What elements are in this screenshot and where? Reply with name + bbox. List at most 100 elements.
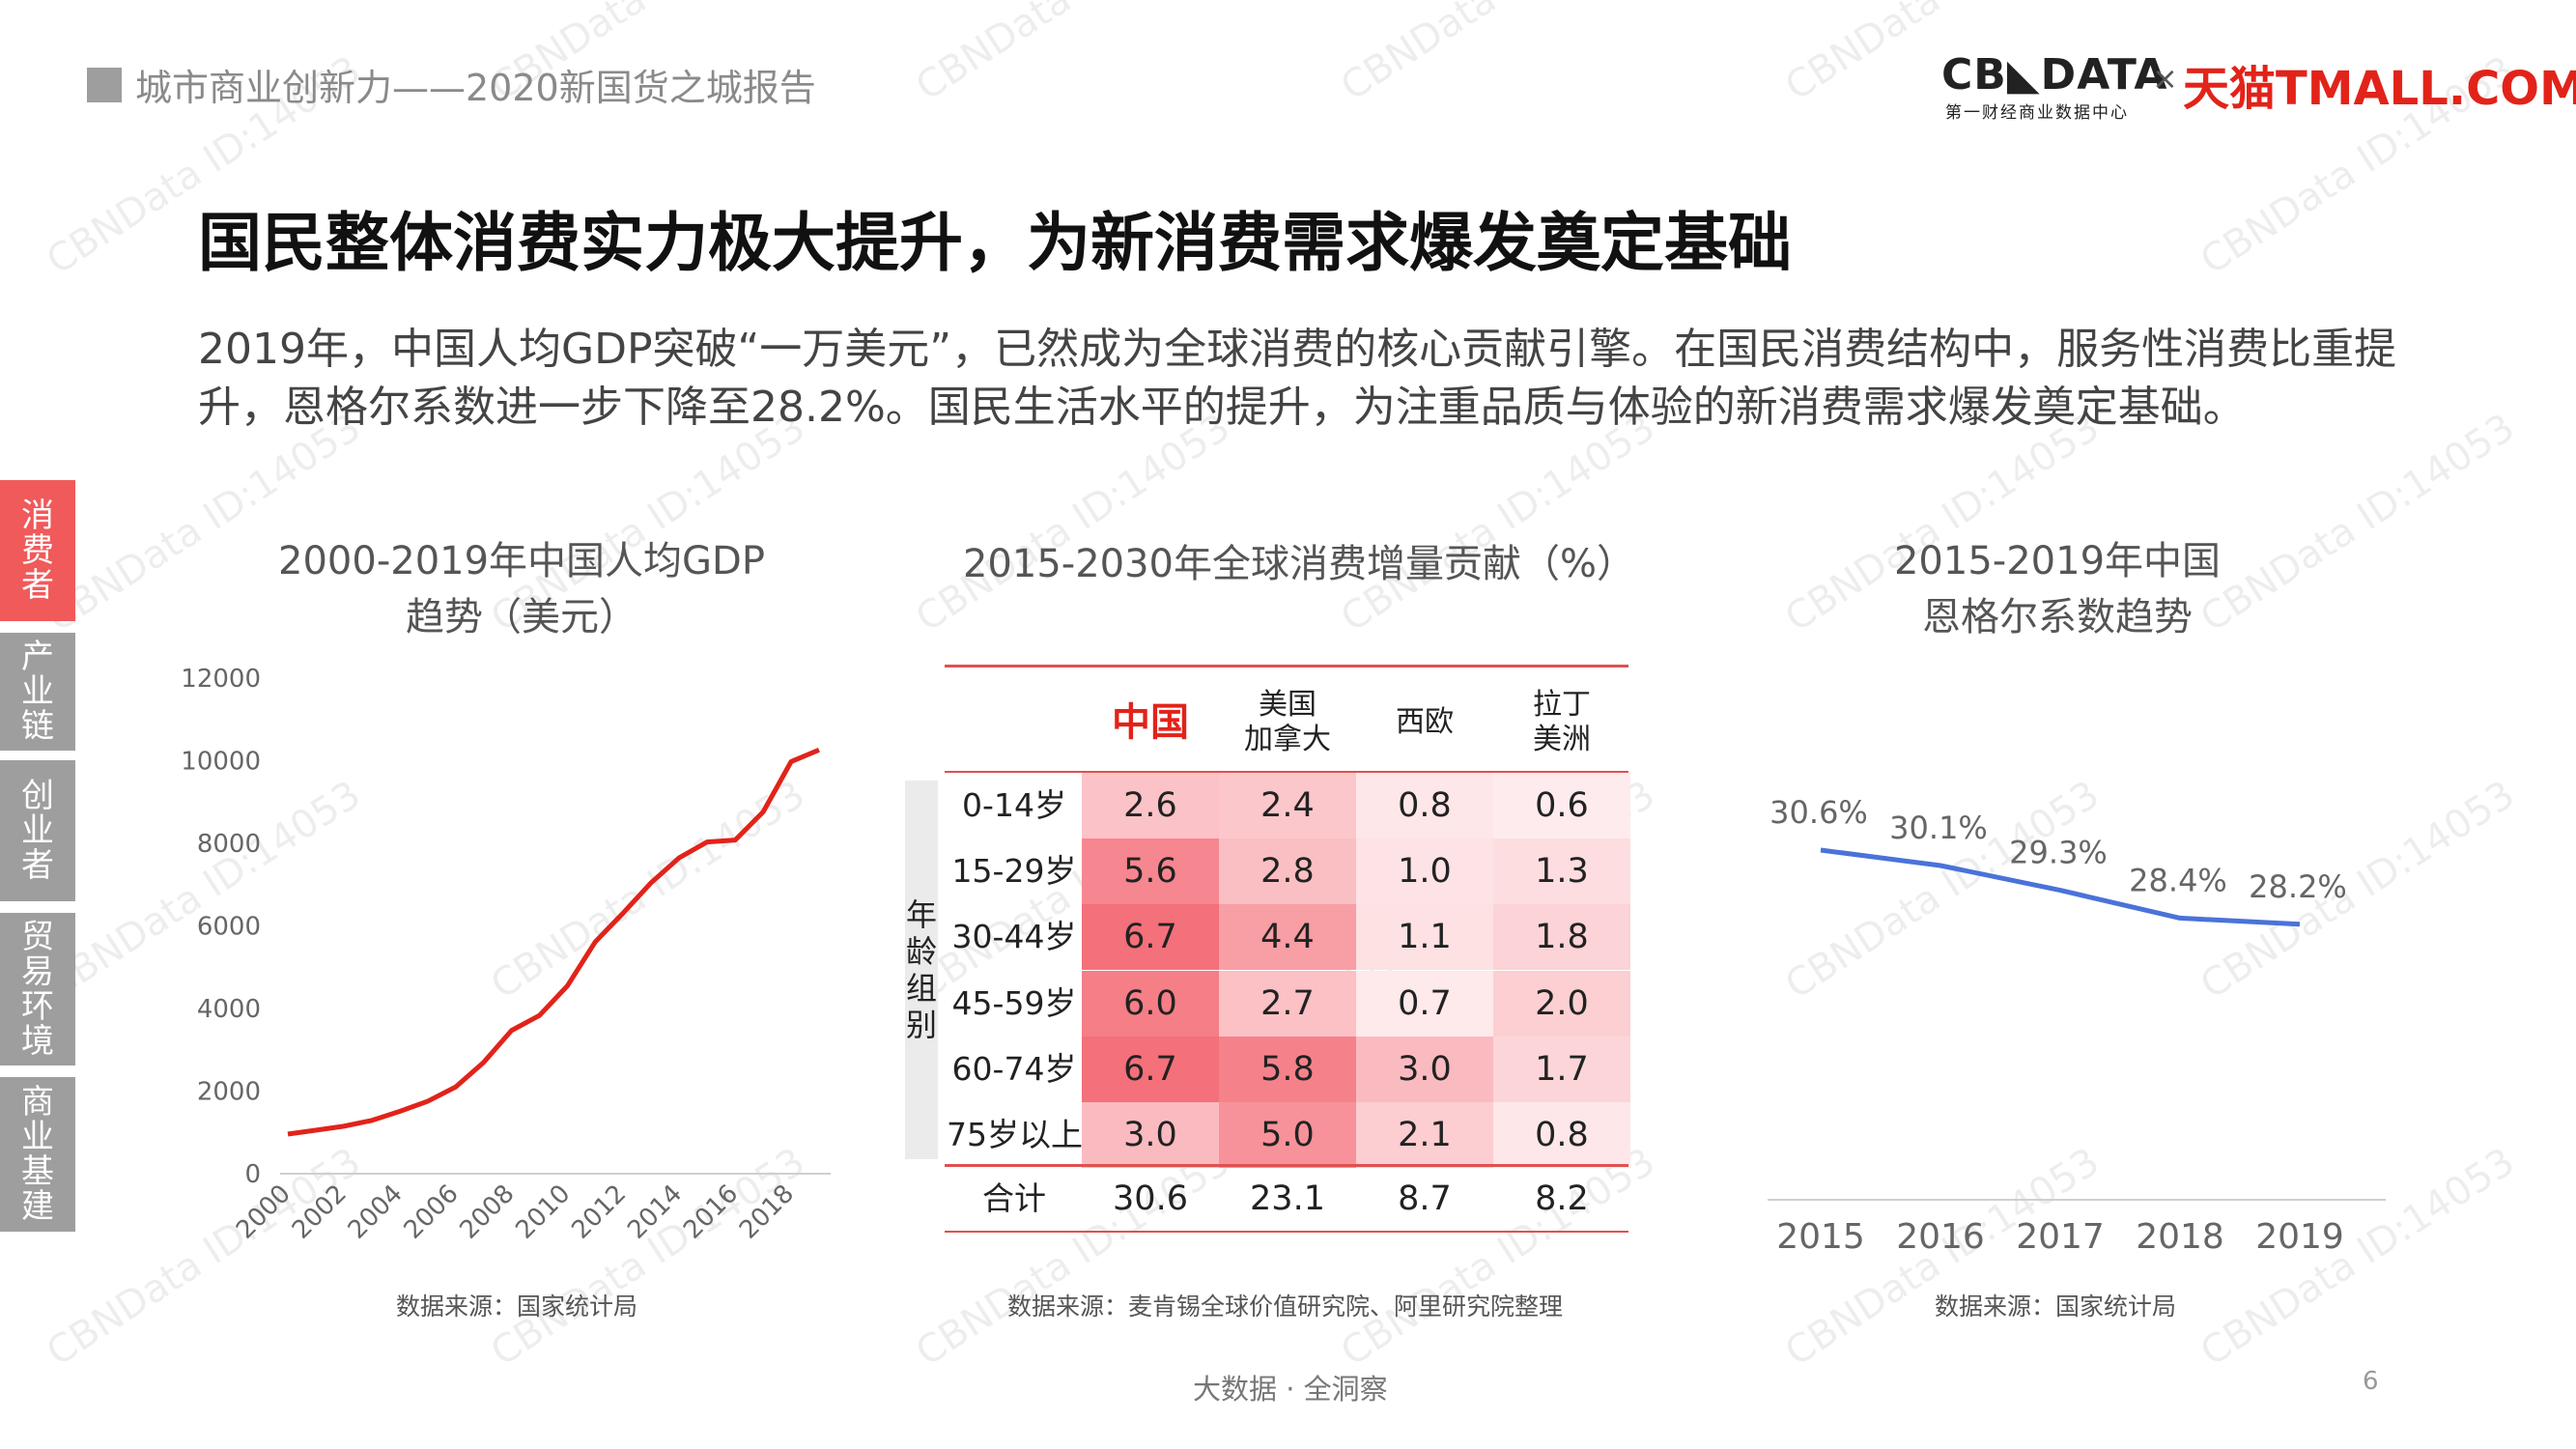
side-nav-char: 建 bbox=[21, 1187, 54, 1226]
engel-x-tick-label: 2016 bbox=[1896, 1217, 1985, 1257]
side-nav-char: 创 bbox=[21, 777, 54, 815]
engel-line-chart: 2015 2016 2017 2018 2019 30.6% 30.1% 29.3% 28.4%… bbox=[1768, 794, 2386, 1257]
column-header-western-europe: 西欧 bbox=[1396, 704, 1454, 739]
table-cell: 1.8 bbox=[1493, 904, 1630, 971]
table-cell: 0.6 bbox=[1493, 773, 1630, 838]
table-bottom-rule bbox=[945, 1231, 1628, 1233]
engel-data-label: 29.3% bbox=[2009, 835, 2108, 871]
table-cell: 2.6 bbox=[1082, 773, 1219, 838]
engel-data-label: 30.1% bbox=[1889, 810, 1988, 846]
gdp-y-tick-label: 4000 bbox=[197, 995, 261, 1024]
table-cell: 1.7 bbox=[1493, 1036, 1630, 1102]
total-cell: 8.2 bbox=[1535, 1179, 1589, 1218]
side-nav-char: 易 bbox=[21, 952, 54, 991]
engel-x-tick-label: 2018 bbox=[2136, 1217, 2224, 1257]
watermark-text: CBNData ID:14053 bbox=[1333, 406, 1662, 641]
table-cell: 3.0 bbox=[1082, 1102, 1219, 1168]
logo-separator: × bbox=[2152, 60, 2178, 97]
brand-logos: CB◣DATA 第一财经商业数据中心 × 天猫TMALL.COM bbox=[1941, 50, 2576, 128]
table-top-rule bbox=[945, 665, 1628, 668]
side-nav-char: 者 bbox=[21, 846, 54, 885]
column-header-line: 拉丁 bbox=[1533, 687, 1591, 722]
engel-chart-title-line2: 恩格尔系数趋势 bbox=[1922, 595, 2193, 639]
side-nav-entrepreneurs[interactable]: 创业者 bbox=[0, 760, 75, 901]
gdp-x-tick-label: 2004 bbox=[343, 1179, 409, 1245]
gdp-y-tick-label: 6000 bbox=[197, 913, 261, 942]
watermark-text: CBNData ID:14053 bbox=[908, 0, 1237, 109]
side-nav-char: 者 bbox=[21, 566, 54, 605]
table-cell: 0.7 bbox=[1356, 970, 1493, 1037]
column-header-china: 中国 bbox=[1112, 699, 1189, 745]
watermark-text: CBNData ID:14053 bbox=[1333, 0, 1662, 109]
gdp-x-tick-label: 2000 bbox=[231, 1179, 297, 1245]
table-cell: 2.4 bbox=[1219, 773, 1356, 838]
side-nav-char: 链 bbox=[21, 707, 54, 746]
age-group-label-char: 龄 bbox=[905, 933, 937, 970]
table-cell: 5.6 bbox=[1082, 838, 1219, 905]
total-row-label: 合计 bbox=[982, 1179, 1046, 1217]
table-cell: 2.8 bbox=[1219, 838, 1356, 905]
age-group-label-char: 别 bbox=[905, 1007, 937, 1043]
engel-chart-source: 数据来源：国家统计局 bbox=[1935, 1293, 2177, 1321]
side-nav-char: 业 bbox=[21, 811, 54, 850]
age-group-label: 年龄组别 bbox=[905, 781, 938, 1159]
engel-x-tick-label: 2015 bbox=[1776, 1217, 1865, 1257]
table-total-rule bbox=[945, 1164, 1628, 1167]
table-cell: 0.8 bbox=[1356, 773, 1493, 838]
gdp-x-tick-label: 2002 bbox=[287, 1179, 353, 1245]
gdp-line-chart: 0200040006000800010000120002000200220042… bbox=[181, 665, 831, 1245]
table-cell: 1.0 bbox=[1356, 838, 1493, 905]
table-row-label: 30-44岁 bbox=[951, 918, 1077, 956]
gdp-y-tick-label: 2000 bbox=[197, 1078, 261, 1107]
engel-chart-title-line1: 2015-2019年中国 bbox=[1893, 539, 2222, 583]
gdp-x-tick-label: 2014 bbox=[622, 1179, 688, 1245]
gdp-chart-title: 2000-2019年中国人均GDP 趋势（美元） bbox=[241, 533, 802, 645]
gdp-y-tick-label: 10000 bbox=[181, 748, 261, 777]
gdp-y-tick-label: 0 bbox=[244, 1160, 261, 1189]
report-title: 城市商业创新力——2020新国货之城报告 bbox=[135, 67, 816, 109]
age-group-label-char: 年 bbox=[905, 896, 937, 933]
side-nav-commerce-infrastructure[interactable]: 商业基建 bbox=[0, 1077, 75, 1232]
side-nav-industry-chain[interactable]: 产业链 bbox=[0, 633, 75, 751]
tmall-logo: 天猫TMALL.COM bbox=[2183, 62, 2576, 116]
engel-data-label: 30.6% bbox=[1769, 794, 1868, 831]
header-square-icon bbox=[87, 68, 122, 102]
table-row-label: 60-74岁 bbox=[951, 1049, 1077, 1088]
total-cell: 8.7 bbox=[1398, 1179, 1452, 1218]
gdp-chart-title-line2: 趋势（美元） bbox=[406, 595, 637, 639]
side-nav-char: 费 bbox=[21, 531, 54, 570]
side-nav-consumer[interactable]: 消费者 bbox=[0, 480, 75, 621]
side-nav-char: 基 bbox=[21, 1152, 54, 1191]
column-header-latin-america: 拉丁 美洲 bbox=[1493, 676, 1630, 768]
table-cell: 3.0 bbox=[1356, 1036, 1493, 1102]
side-nav-char: 业 bbox=[21, 672, 54, 711]
table-row-label: 75岁以上 bbox=[947, 1116, 1083, 1153]
table-cell: 4.4 bbox=[1219, 904, 1356, 971]
gdp-x-tick-label: 2008 bbox=[455, 1179, 521, 1245]
side-nav-label: 商业基建 bbox=[20, 1085, 55, 1224]
table-cell: 1.1 bbox=[1356, 904, 1493, 971]
table-cell: 0.8 bbox=[1493, 1102, 1630, 1168]
table-header-rule bbox=[945, 771, 1628, 773]
engel-x-tick-label: 2017 bbox=[2016, 1217, 2105, 1257]
table-cell: 2.0 bbox=[1493, 970, 1630, 1037]
table-cell: 2.7 bbox=[1219, 970, 1356, 1037]
gdp-x-tick-label: 2006 bbox=[399, 1179, 465, 1245]
side-nav-label: 产业链 bbox=[20, 639, 55, 744]
gdp-y-tick-label: 12000 bbox=[181, 665, 261, 694]
table-source: 数据来源：麦肯锡全球价值研究院、阿里研究院整理 bbox=[1007, 1293, 1564, 1321]
side-nav-char: 业 bbox=[21, 1118, 54, 1156]
page-title: 国民整体消费实力极大提升，为新消费需求爆发奠定基础 bbox=[198, 206, 1792, 280]
side-nav-trade-environment[interactable]: 贸易环境 bbox=[0, 913, 75, 1065]
gdp-x-tick-label: 2010 bbox=[510, 1179, 576, 1245]
engel-data-label: 28.4% bbox=[2129, 862, 2227, 898]
table-cell: 5.0 bbox=[1219, 1102, 1356, 1168]
engel-data-label: 28.2% bbox=[2249, 868, 2347, 905]
gdp-series-line bbox=[287, 747, 820, 1137]
table-cell: 5.8 bbox=[1219, 1036, 1356, 1102]
engel-x-tick-label: 2019 bbox=[2255, 1217, 2344, 1257]
cbndata-logo-subtitle: 第一财经商业数据中心 bbox=[1945, 103, 2129, 123]
watermark-text: CBNData ID:14053 bbox=[908, 406, 1237, 641]
age-group-label-text: 年龄组别 bbox=[905, 896, 938, 1043]
gdp-x-tick-label: 2018 bbox=[734, 1179, 800, 1245]
